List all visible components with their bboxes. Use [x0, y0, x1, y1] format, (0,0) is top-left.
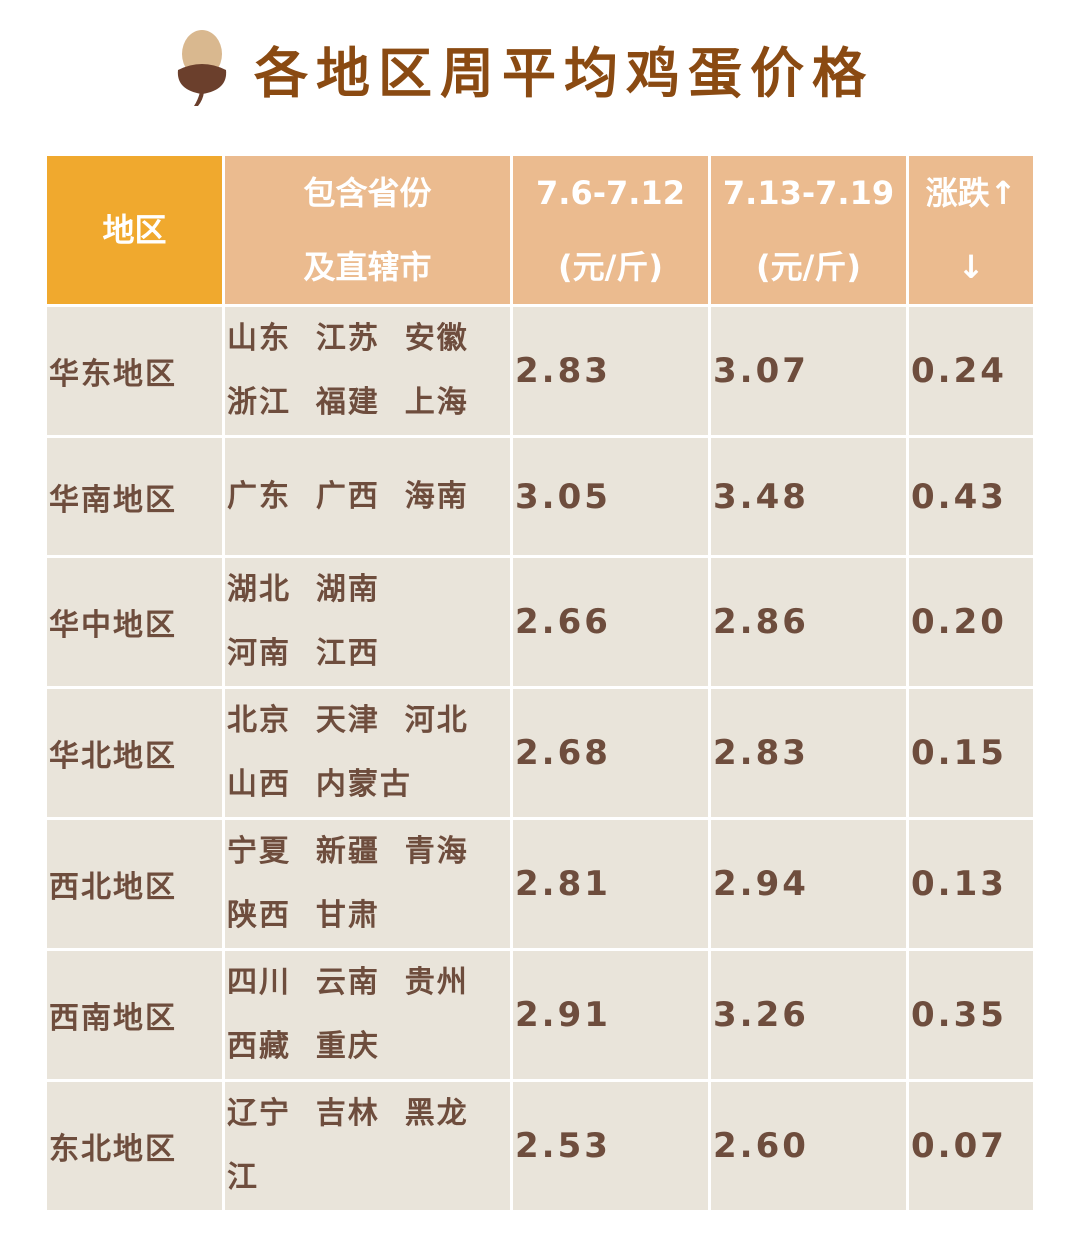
title-bar: 各地区周平均鸡蛋价格	[170, 28, 874, 108]
header-provinces: 包含省份 及直辖市	[222, 153, 513, 307]
curr-price-cell: 3.48	[708, 435, 909, 558]
provinces-cell: 山东 江苏 安徽 浙江 福建 上海	[222, 304, 513, 438]
provinces-cell: 辽宁 吉林 黑龙江	[222, 1079, 513, 1213]
page-title: 各地区周平均鸡蛋价格	[254, 41, 874, 105]
region-cell: 东北地区	[44, 1079, 225, 1213]
header-row: 地区 包含省份 及直辖市 7.6-7.12 (元/斤) 7.13-7.19 (元/斤)…	[44, 153, 1036, 307]
region-cell: 西南地区	[44, 948, 225, 1082]
curr-price-cell: 2.86	[708, 555, 909, 689]
prev-price-cell: 2.81	[510, 817, 711, 951]
egg-price-table: 地区 包含省份 及直辖市 7.6-7.12 (元/斤) 7.13-7.19 (元/斤)…	[44, 153, 1036, 1213]
change-cell: 0.15	[906, 686, 1036, 820]
change-cell: 0.07	[906, 1079, 1036, 1213]
curr-price-cell: 2.94	[708, 817, 909, 951]
provinces-cell: 广东 广西 海南	[222, 435, 513, 558]
prev-price-cell: 2.53	[510, 1079, 711, 1213]
table-row: 东北地区 辽宁 吉林 黑龙江 2.53 2.60 0.07	[44, 1079, 1036, 1213]
change-cell: 0.13	[906, 817, 1036, 951]
prev-price-cell: 2.91	[510, 948, 711, 1082]
change-cell: 0.20	[906, 555, 1036, 689]
table-row: 华北地区 北京 天津 河北 山西 内蒙古 2.68 2.83 0.15	[44, 686, 1036, 820]
prev-price-cell: 2.66	[510, 555, 711, 689]
curr-price-cell: 2.60	[708, 1079, 909, 1213]
region-cell: 华东地区	[44, 304, 225, 438]
region-cell: 华北地区	[44, 686, 225, 820]
table-row: 华东地区 山东 江苏 安徽 浙江 福建 上海 2.83 3.07 0.24	[44, 304, 1036, 438]
region-cell: 华南地区	[44, 435, 225, 558]
acorn-icon	[177, 30, 227, 106]
prev-price-cell: 3.05	[510, 435, 711, 558]
change-cell: 0.35	[906, 948, 1036, 1082]
header-region: 地区	[44, 153, 225, 307]
region-cell: 西北地区	[44, 817, 225, 951]
curr-price-cell: 3.07	[708, 304, 909, 438]
prev-price-cell: 2.68	[510, 686, 711, 820]
table-row: 西北地区 宁夏 新疆 青海 陕西 甘肃 2.81 2.94 0.13	[44, 817, 1036, 951]
curr-price-cell: 2.83	[708, 686, 909, 820]
table-row: 华南地区 广东 广西 海南 3.05 3.48 0.43	[44, 435, 1036, 558]
header-prev-week: 7.6-7.12 (元/斤)	[510, 153, 711, 307]
region-cell: 华中地区	[44, 555, 225, 689]
provinces-cell: 宁夏 新疆 青海 陕西 甘肃	[222, 817, 513, 951]
header-change: 涨跌↑ ↓	[906, 153, 1036, 307]
change-cell: 0.43	[906, 435, 1036, 558]
header-curr-week: 7.13-7.19 (元/斤)	[708, 153, 909, 307]
prev-price-cell: 2.83	[510, 304, 711, 438]
curr-price-cell: 3.26	[708, 948, 909, 1082]
provinces-cell: 北京 天津 河北 山西 内蒙古	[222, 686, 513, 820]
table-row: 西南地区 四川 云南 贵州 西藏 重庆 2.91 3.26 0.35	[44, 948, 1036, 1082]
table-row: 华中地区 湖北 湖南 河南 江西 2.66 2.86 0.20	[44, 555, 1036, 689]
provinces-cell: 湖北 湖南 河南 江西	[222, 555, 513, 689]
change-cell: 0.24	[906, 304, 1036, 438]
provinces-cell: 四川 云南 贵州 西藏 重庆	[222, 948, 513, 1082]
